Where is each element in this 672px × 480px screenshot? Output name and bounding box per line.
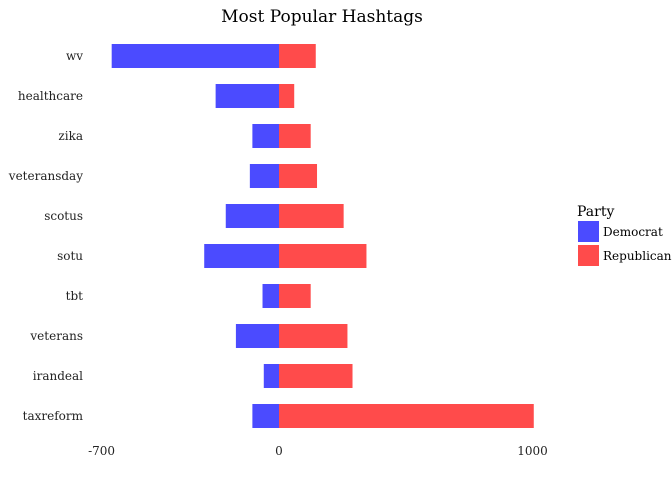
legend: Party Democrat Republican	[577, 204, 672, 266]
category-label-scotus: scotus	[44, 209, 83, 223]
category-label-veteransday: veteransday	[8, 169, 83, 183]
category-label-tbt: tbt	[66, 289, 84, 303]
bar-democrat-irandeal	[263, 364, 279, 388]
bar-republican-sotu	[279, 244, 367, 268]
bar-republican-veteransday	[279, 164, 318, 188]
bars-group	[111, 44, 534, 428]
bar-democrat-healthcare	[215, 84, 279, 108]
legend-key-republican	[578, 245, 599, 266]
category-label-irandeal: irandeal	[33, 369, 83, 383]
legend-label-republican: Republican	[603, 249, 672, 263]
bar-republican-zika	[279, 124, 311, 148]
bar-republican-irandeal	[279, 364, 353, 388]
chart-title: Most Popular Hashtags	[221, 7, 423, 27]
bar-democrat-wv	[111, 44, 279, 68]
legend-title: Party	[577, 204, 614, 220]
x-tick-label: 0	[275, 444, 283, 458]
category-label-taxreform: taxreform	[23, 409, 84, 423]
bar-democrat-veteransday	[249, 164, 279, 188]
category-label-veterans: veterans	[29, 329, 83, 343]
bar-democrat-sotu	[204, 244, 279, 268]
category-label-sotu: sotu	[57, 249, 83, 263]
category-label-wv: wv	[66, 49, 83, 63]
bar-democrat-taxreform	[252, 404, 279, 428]
x-tick-labels: -700 0 1000	[88, 444, 548, 458]
bar-democrat-scotus	[225, 204, 279, 228]
legend-key-democrat	[578, 221, 599, 242]
bar-republican-scotus	[279, 204, 344, 228]
bar-republican-taxreform	[279, 404, 534, 428]
legend-label-democrat: Democrat	[603, 225, 663, 239]
bar-republican-tbt	[279, 284, 311, 308]
bar-republican-healthcare	[279, 84, 295, 108]
bar-democrat-zika	[252, 124, 279, 148]
category-labels: wv healthcare zika veteransday scotus sotu tbt…	[8, 49, 84, 423]
category-label-zika: zika	[58, 129, 83, 143]
x-tick-label: 1000	[517, 444, 548, 458]
x-tick-label: -700	[88, 444, 115, 458]
bar-republican-wv	[279, 44, 316, 68]
bar-democrat-veterans	[235, 324, 279, 348]
bar-democrat-tbt	[262, 284, 279, 308]
bar-republican-veterans	[279, 324, 348, 348]
category-label-healthcare: healthcare	[18, 89, 83, 103]
